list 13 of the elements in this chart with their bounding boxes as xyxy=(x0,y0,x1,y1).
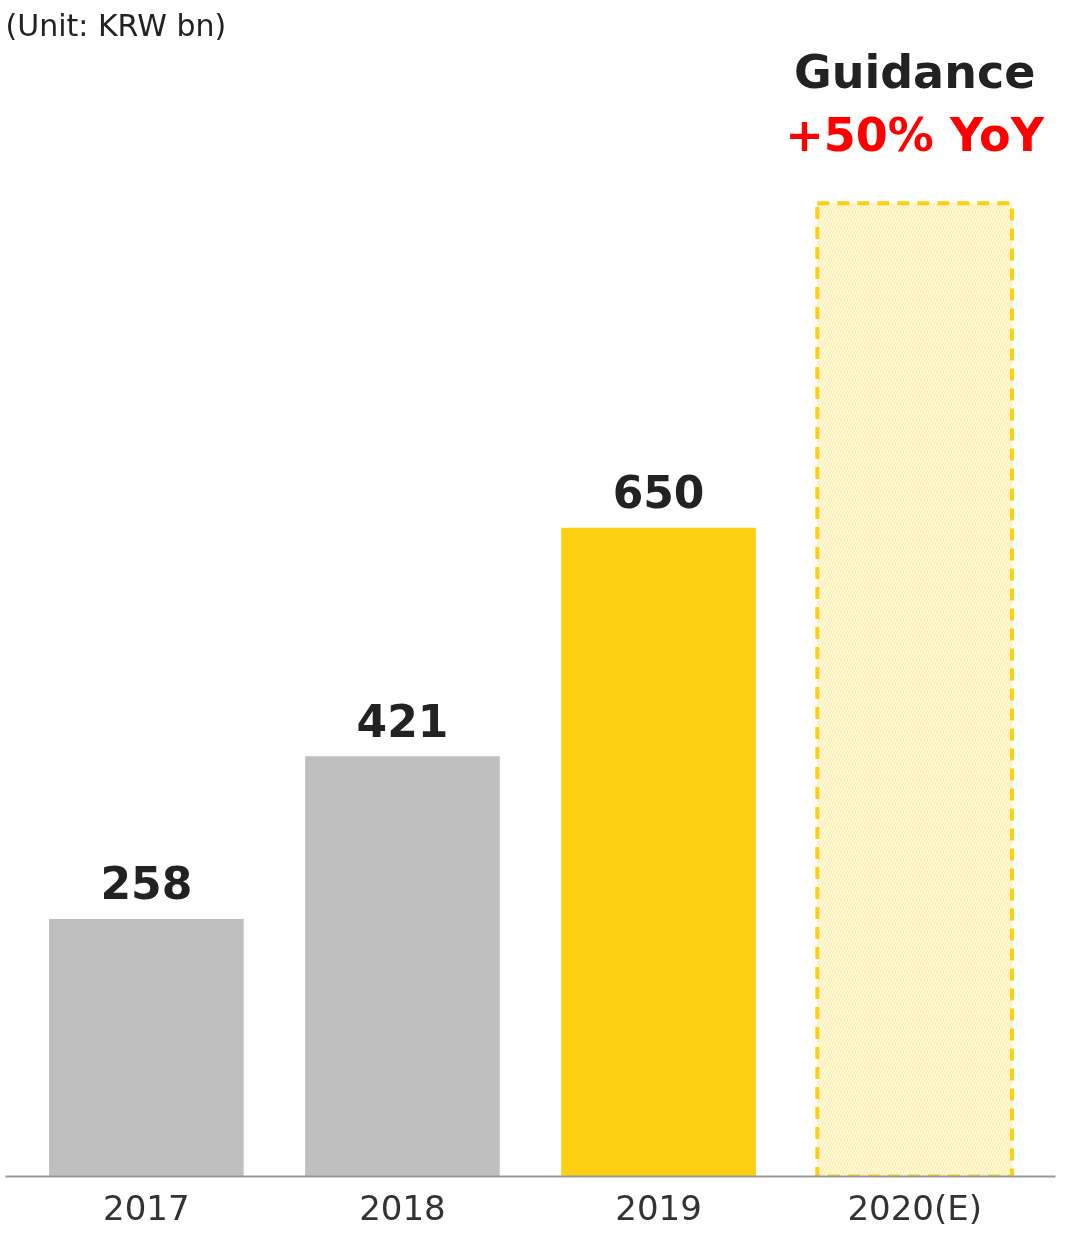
text: Guidance xyxy=(793,44,1036,99)
x-tick-label: 2019 xyxy=(615,1187,702,1228)
bar xyxy=(49,918,244,1177)
chart-title: (Unit: KRW bn) xyxy=(5,7,227,43)
x-tick-label: 2018 xyxy=(359,1187,446,1228)
bar xyxy=(561,527,756,1177)
bar xyxy=(305,756,500,1177)
text: +50% YoY xyxy=(785,108,1045,163)
data-label: 650 xyxy=(612,467,705,519)
x-tick-label: 2017 xyxy=(103,1187,190,1228)
x-tick-label: 2020(E) xyxy=(847,1187,982,1228)
data-label: 258 xyxy=(100,858,193,910)
data-label: 421 xyxy=(356,695,449,747)
